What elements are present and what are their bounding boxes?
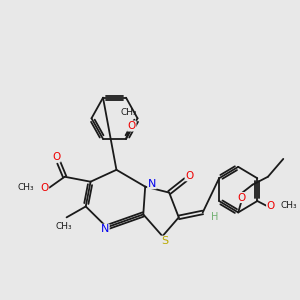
Text: H: H bbox=[211, 212, 218, 222]
Text: O: O bbox=[267, 201, 275, 211]
Text: CH₃: CH₃ bbox=[280, 202, 297, 211]
Text: N: N bbox=[101, 224, 109, 234]
Text: O: O bbox=[237, 193, 245, 202]
Text: N: N bbox=[148, 179, 156, 189]
Text: O: O bbox=[40, 183, 49, 193]
Text: CH₃: CH₃ bbox=[17, 183, 34, 192]
Text: O: O bbox=[52, 152, 60, 162]
Text: O: O bbox=[185, 171, 194, 181]
Text: CH₃: CH₃ bbox=[56, 222, 72, 231]
Text: O: O bbox=[128, 121, 136, 131]
Text: CH₃: CH₃ bbox=[121, 108, 137, 117]
Text: S: S bbox=[161, 236, 168, 246]
